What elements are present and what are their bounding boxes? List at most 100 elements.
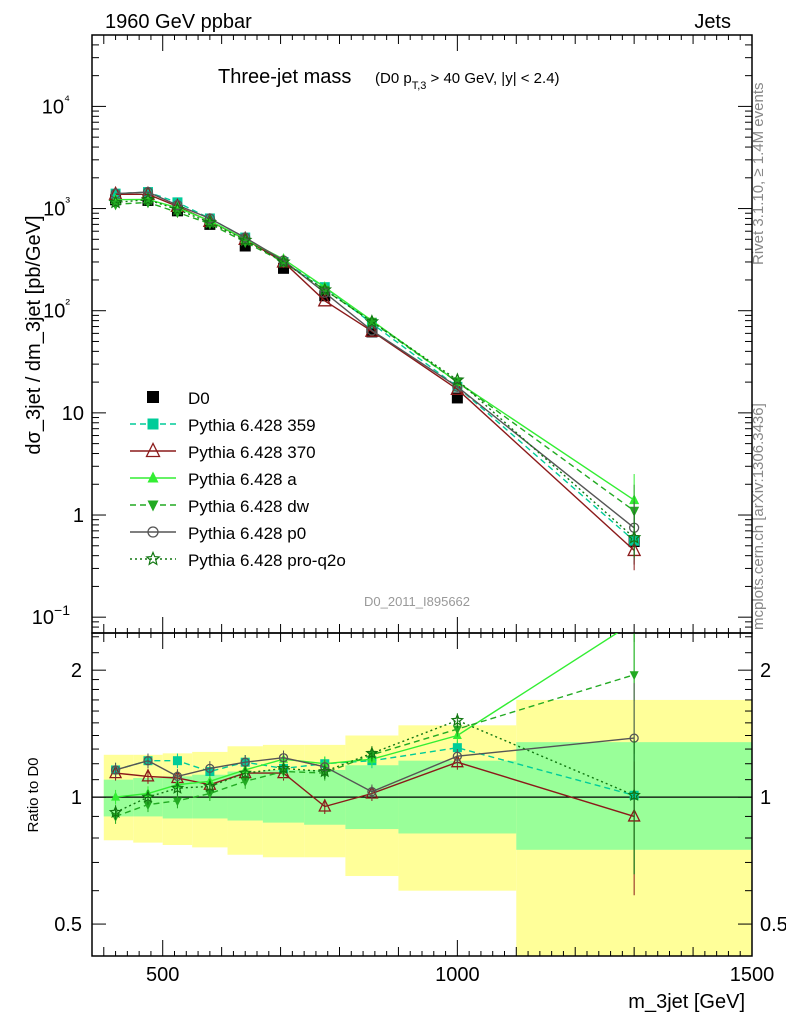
legend: D0 Pythia 6.428 359 Pythia 6.428 370 Pythia… (130, 389, 346, 570)
data-point (319, 287, 330, 298)
ratio-point (108, 805, 123, 819)
y-tick-label: 10³ (43, 194, 70, 221)
ratio-point (109, 765, 123, 779)
ratio-y-tick-label-left: 0.5 (54, 914, 82, 936)
energy-label: 1960 GeV ppbar (105, 11, 252, 33)
main-series (108, 185, 642, 571)
data-point (450, 372, 465, 387)
rivet-label: Rivet 3.1.10, ≥ 1.4M events (750, 83, 767, 266)
legend-marker (145, 442, 161, 458)
ratio-axis-ticks: 500 1000 1500 0.5 0.5 1 1 2 2 (54, 633, 786, 986)
ratio-point (170, 781, 185, 794)
ratio-point (172, 756, 182, 766)
legend-marker (145, 550, 161, 566)
legend-entry-0: D0 (147, 389, 210, 408)
ratio-point (111, 791, 121, 801)
data-point (364, 314, 380, 328)
ratio-point (240, 777, 250, 787)
data-point (140, 192, 156, 206)
legend-label: Pythia 6.428 a (188, 470, 297, 489)
data-point (278, 257, 289, 268)
ratio-y-tick-label-left: 1 (71, 787, 82, 809)
data-point (626, 530, 642, 544)
ratio-series-5 (108, 713, 641, 875)
series-line (115, 193, 635, 551)
main-axis-ticks: 10−1 1 10 10² 10³ 10⁴ (32, 34, 753, 634)
data-point (366, 325, 378, 336)
data-point (238, 232, 253, 247)
ratio-point (318, 764, 332, 778)
ratio-point (318, 798, 332, 812)
ratio-point (365, 746, 379, 760)
data-point (451, 392, 463, 404)
data-point (278, 262, 290, 274)
data-point (276, 254, 291, 269)
series-6 (108, 192, 642, 558)
y-tick-label: 10 (62, 403, 84, 425)
ratio-point (452, 751, 463, 761)
data-point (110, 188, 121, 199)
uncertainty-bands (103, 699, 752, 956)
data-point (364, 322, 379, 337)
series-line (115, 191, 635, 529)
ratio-line (115, 674, 635, 818)
x-tick-label: 1500 (730, 964, 775, 986)
legend-label: D0 (188, 389, 210, 408)
ratio-y-tick-label-right: 1 (760, 787, 771, 809)
analysis-watermark: D0_2011_I895662 (364, 594, 470, 609)
series-line (115, 201, 635, 512)
legend-label: Pythia 6.428 p0 (188, 524, 306, 543)
legend-marker (147, 418, 159, 430)
ratio-point (276, 761, 291, 775)
ratio-point (205, 763, 215, 774)
legend-entry-3: Pythia 6.428 a (130, 470, 297, 489)
ratio-series (108, 633, 641, 896)
x-axis-label: m_3jet [GeV] (628, 991, 745, 1013)
y-tick-label: 1 (73, 505, 84, 527)
ratio-point (629, 671, 639, 681)
ratio-y-tick-label-right: 2 (760, 660, 771, 682)
ratio-point (143, 756, 153, 766)
ratio-y-axis-label: Ratio to D0 (25, 757, 42, 832)
legend-marker (147, 391, 159, 403)
mcplots-label: mcplots.cern.ch [arXiv:1306.3436] (750, 403, 767, 630)
y-tick-label: 10⁴ (42, 91, 70, 118)
data-point (110, 188, 121, 199)
ratio-point (172, 797, 182, 807)
ratio-y-tick-label-left: 2 (71, 660, 82, 682)
data-point (108, 194, 123, 209)
ratio-point (205, 789, 215, 799)
data-point (172, 199, 183, 211)
data-point (317, 282, 333, 296)
ratio-point (143, 801, 153, 811)
ratio-point (141, 768, 155, 782)
ratio-point (452, 725, 462, 735)
y-tick-label: 10² (43, 296, 70, 323)
legend-entry-5: Pythia 6.428 p0 (130, 524, 306, 543)
ratio-series-4 (110, 683, 639, 818)
data-point (142, 186, 154, 198)
ratio-y-tick-label-right: 0.5 (760, 914, 786, 936)
ratio-line (115, 737, 635, 793)
data-point (202, 214, 218, 229)
y-tick-label: 10−1 (32, 602, 70, 629)
series-5 (110, 186, 640, 548)
ratio-point (452, 743, 462, 753)
ratio-line (115, 633, 619, 798)
ratio-line (115, 746, 635, 796)
legend-marker (147, 526, 159, 538)
process-label: Jets (694, 11, 731, 33)
ratio-line (115, 719, 635, 814)
ratio-line (115, 761, 635, 818)
legend-entry-2: Pythia 6.428 370 (130, 442, 316, 462)
ratio-point (238, 766, 252, 779)
main-y-axis-label: dσ_3jet / dm_3jet [pb/GeV] (23, 215, 45, 454)
legend-label: Pythia 6.428 dw (188, 497, 310, 516)
ratio-point (450, 754, 464, 768)
ratio-point (367, 787, 377, 797)
series-line (115, 198, 635, 539)
legend-marker (147, 500, 159, 512)
legend-label: Pythia 6.428 pro-q2o (188, 551, 346, 570)
x-tick-label: 500 (146, 964, 179, 986)
